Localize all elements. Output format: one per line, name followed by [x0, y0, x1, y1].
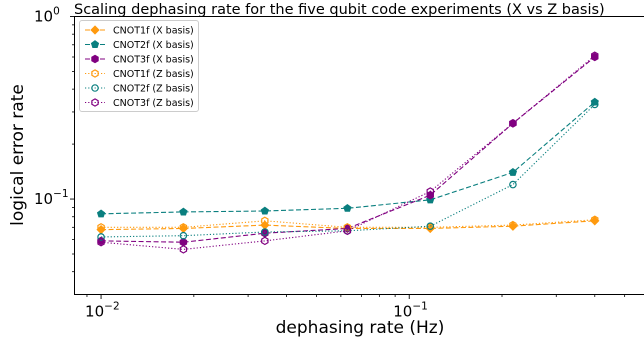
x-axis-label: dephasing rate (Hz) [276, 318, 445, 338]
data-point [508, 168, 518, 176]
legend-entry: CNOT1f (X basis) [85, 25, 194, 36]
y-tick-label: 100 [34, 6, 60, 26]
legend-label: CNOT3f (Z basis) [113, 98, 194, 109]
legend-label: CNOT2f (Z basis) [113, 83, 194, 94]
data-point [97, 223, 105, 232]
legend-entry: CNOT3f (Z basis) [85, 98, 194, 109]
chart-title: Scaling dephasing rate for the five qubi… [74, 2, 605, 18]
data-point [179, 245, 188, 254]
data-point [590, 100, 599, 109]
plot-frame [74, 16, 644, 295]
series-line [101, 101, 596, 215]
legend-label: CNOT1f (Z basis) [113, 69, 194, 80]
legend: CNOT1f (X basis) CNOT2f (X basis) CNOT3f (… [79, 20, 199, 112]
legend-marker [90, 25, 100, 35]
series-line [101, 103, 596, 238]
legend-label: CNOT1f (X basis) [113, 25, 194, 36]
data-point [96, 209, 106, 218]
data-point [509, 119, 517, 128]
data-point [260, 206, 269, 215]
data-point [179, 231, 188, 240]
data-point [591, 215, 599, 225]
series-layer [96, 51, 600, 254]
data-point [179, 207, 188, 216]
legend-marker [91, 69, 99, 78]
data-point [426, 187, 434, 196]
y-axis-label: logical error rate [8, 84, 28, 226]
legend-entry: CNOT2f (X basis) [85, 40, 194, 51]
data-point [179, 223, 188, 232]
y-tick-label: 10−1 [34, 188, 69, 208]
series-6 [97, 51, 599, 254]
data-point [426, 222, 435, 231]
data-point [97, 233, 105, 241]
data-point [509, 180, 517, 189]
legend-marker [91, 98, 99, 107]
data-point [97, 237, 105, 247]
data-point [261, 236, 269, 246]
series-2 [96, 97, 599, 218]
legend-label: CNOT2f (X basis) [113, 40, 194, 51]
legend-entry: CNOT3f (X basis) [85, 54, 194, 65]
legend-marker [91, 84, 99, 92]
x-tick-label: 10−2 [85, 301, 120, 321]
data-point [343, 203, 352, 212]
data-point [179, 237, 188, 247]
legend-box [79, 20, 199, 112]
legend-marker [90, 40, 100, 49]
series-5 [97, 100, 599, 241]
data-point [261, 228, 269, 236]
data-point [261, 216, 269, 226]
legend-label: CNOT3f (X basis) [113, 54, 194, 65]
data-point [591, 51, 599, 60]
legend-entry: CNOT1f (Z basis) [85, 69, 194, 80]
legend-entry: CNOT2f (Z basis) [85, 83, 194, 94]
data-point [509, 220, 517, 230]
legend-marker [91, 54, 99, 64]
data-point [343, 226, 352, 236]
